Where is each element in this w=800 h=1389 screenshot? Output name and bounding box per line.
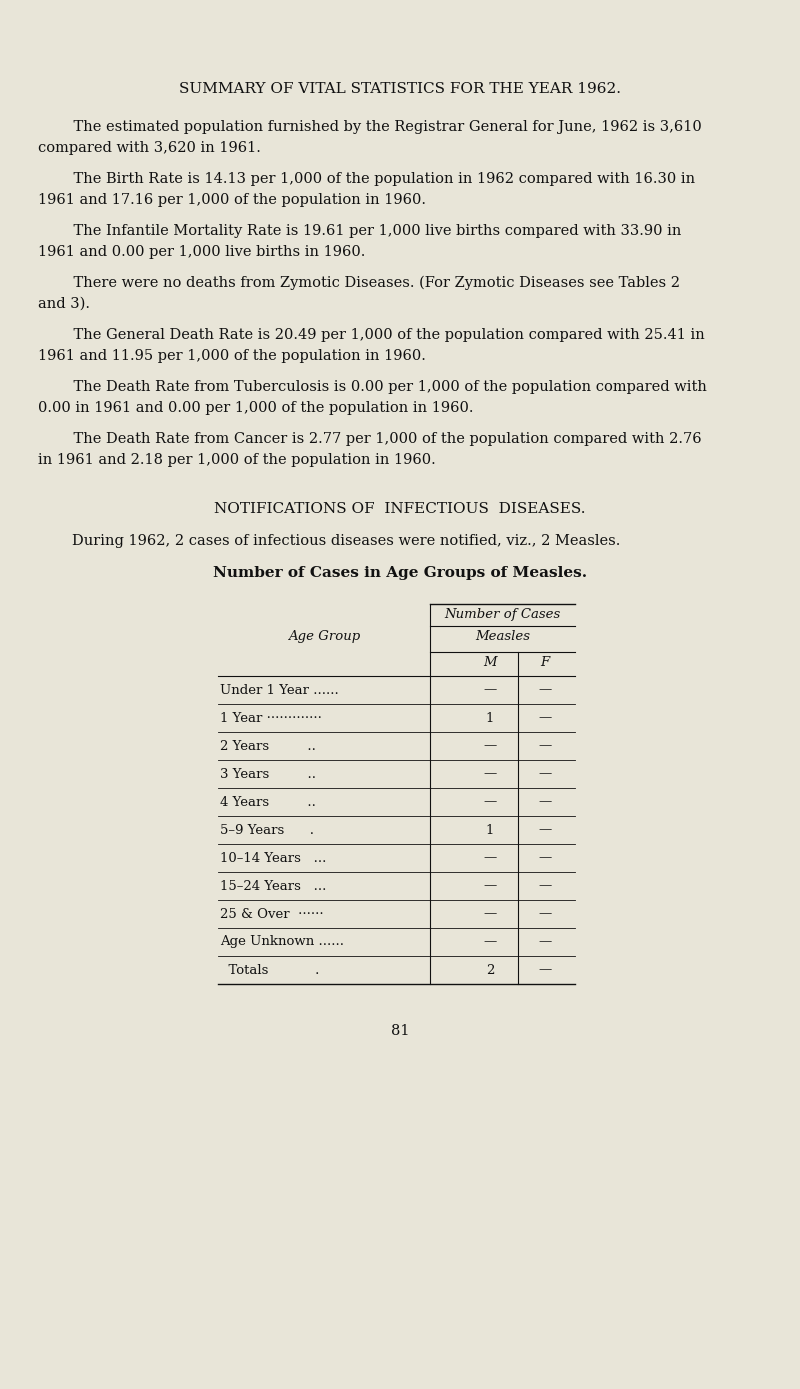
Text: The Death Rate from Tuberculosis is 0.00 per 1,000 of the population compared wi: The Death Rate from Tuberculosis is 0.00…	[55, 381, 707, 394]
Text: 1: 1	[486, 824, 494, 836]
Text: 4 Years         ..: 4 Years ..	[220, 796, 316, 808]
Text: The General Death Rate is 20.49 per 1,000 of the population compared with 25.41 : The General Death Rate is 20.49 per 1,00…	[55, 328, 705, 342]
Text: compared with 3,620 in 1961.: compared with 3,620 in 1961.	[38, 142, 261, 156]
Text: —: —	[538, 851, 552, 864]
Text: 81: 81	[390, 1024, 410, 1038]
Text: 1 Year ·············: 1 Year ·············	[220, 711, 322, 725]
Text: —: —	[483, 936, 497, 949]
Text: The Infantile Mortality Rate is 19.61 per 1,000 live births compared with 33.90 : The Infantile Mortality Rate is 19.61 pe…	[55, 224, 682, 238]
Text: —: —	[538, 768, 552, 781]
Text: There were no deaths from Zymotic Diseases. (For Zymotic Diseases see Tables 2: There were no deaths from Zymotic Diseas…	[55, 276, 680, 290]
Text: Under 1 Year ......: Under 1 Year ......	[220, 683, 338, 696]
Text: 1961 and 11.95 per 1,000 of the population in 1960.: 1961 and 11.95 per 1,000 of the populati…	[38, 349, 426, 363]
Text: F: F	[540, 656, 550, 669]
Text: —: —	[483, 907, 497, 921]
Text: —: —	[538, 683, 552, 696]
Text: 10–14 Years   ...: 10–14 Years ...	[220, 851, 326, 864]
Text: —: —	[483, 879, 497, 893]
Text: 15–24 Years   ...: 15–24 Years ...	[220, 879, 326, 893]
Text: Age Unknown ......: Age Unknown ......	[220, 936, 344, 949]
Text: Measles: Measles	[475, 631, 530, 643]
Text: The Death Rate from Cancer is 2.77 per 1,000 of the population compared with 2.7: The Death Rate from Cancer is 2.77 per 1…	[55, 432, 702, 446]
Text: —: —	[538, 739, 552, 753]
Text: —: —	[483, 683, 497, 696]
Text: NOTIFICATIONS OF  INFECTIOUS  DISEASES.: NOTIFICATIONS OF INFECTIOUS DISEASES.	[214, 501, 586, 515]
Text: During 1962, 2 cases of infectious diseases were notified, viz., 2 Measles.: During 1962, 2 cases of infectious disea…	[72, 533, 620, 549]
Text: —: —	[483, 739, 497, 753]
Text: —: —	[538, 711, 552, 725]
Text: 3 Years         ..: 3 Years ..	[220, 768, 316, 781]
Text: 1: 1	[486, 711, 494, 725]
Text: and 3).: and 3).	[38, 297, 90, 311]
Text: —: —	[538, 964, 552, 976]
Text: —: —	[538, 936, 552, 949]
Text: —: —	[483, 796, 497, 808]
Text: The estimated population furnished by the Registrar General for June, 1962 is 3,: The estimated population furnished by th…	[55, 119, 702, 133]
Text: Totals           .: Totals .	[220, 964, 319, 976]
Text: —: —	[538, 796, 552, 808]
Text: in 1961 and 2.18 per 1,000 of the population in 1960.: in 1961 and 2.18 per 1,000 of the popula…	[38, 453, 436, 467]
Text: SUMMARY OF VITAL STATISTICS FOR THE YEAR 1962.: SUMMARY OF VITAL STATISTICS FOR THE YEAR…	[179, 82, 621, 96]
Text: 0.00 in 1961 and 0.00 per 1,000 of the population in 1960.: 0.00 in 1961 and 0.00 per 1,000 of the p…	[38, 401, 474, 415]
Text: Age Group: Age Group	[288, 631, 360, 643]
Text: M: M	[483, 656, 497, 669]
Text: —: —	[483, 768, 497, 781]
Text: 2: 2	[486, 964, 494, 976]
Text: 25 & Over  ······: 25 & Over ······	[220, 907, 324, 921]
Text: —: —	[538, 907, 552, 921]
Text: The Birth Rate is 14.13 per 1,000 of the population in 1962 compared with 16.30 : The Birth Rate is 14.13 per 1,000 of the…	[55, 172, 695, 186]
Text: Number of Cases: Number of Cases	[444, 608, 561, 621]
Text: —: —	[483, 851, 497, 864]
Text: —: —	[538, 824, 552, 836]
Text: 2 Years         ..: 2 Years ..	[220, 739, 316, 753]
Text: 5–9 Years      .: 5–9 Years .	[220, 824, 314, 836]
Text: 1961 and 0.00 per 1,000 live births in 1960.: 1961 and 0.00 per 1,000 live births in 1…	[38, 244, 366, 258]
Text: 1961 and 17.16 per 1,000 of the population in 1960.: 1961 and 17.16 per 1,000 of the populati…	[38, 193, 426, 207]
Text: Number of Cases in Age Groups of Measles.: Number of Cases in Age Groups of Measles…	[213, 565, 587, 581]
Text: —: —	[538, 879, 552, 893]
